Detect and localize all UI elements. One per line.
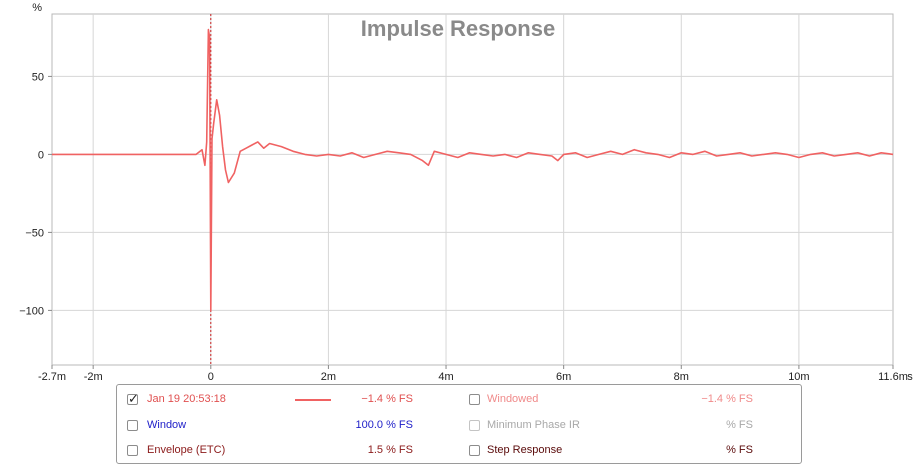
window-value: 100.0 % FS (355, 419, 413, 431)
y-tick-label: 0 (38, 149, 44, 161)
checkmark-icon: ✓ (128, 391, 139, 406)
window-label: Window (147, 419, 187, 431)
envelope-value: 1.5 % FS (367, 444, 413, 456)
minimum-phase-ir-value: % FS (726, 419, 753, 431)
impulse-response-line (52, 28, 894, 312)
plot-area (51, 13, 894, 366)
minimum-phase-ir-label: Minimum Phase IR (487, 419, 580, 431)
chart-title: Impulse Response (361, 16, 555, 41)
legend-row-envelope: Envelope (ETC) 1.5 % FS Step Response % … (117, 441, 801, 465)
trace-checkbox[interactable]: ✓ (127, 391, 139, 406)
legend-row-trace: ✓ Jan 19 20:53:18 −1.4 % FS Windowed −1.… (117, 390, 801, 414)
y-tick-label: −50 (25, 227, 44, 239)
step-response-checkbox[interactable] (469, 445, 480, 456)
x-axis-unit-label: s (907, 371, 913, 383)
windowed-checkbox[interactable] (469, 394, 480, 405)
x-tick-label: 11.6m (878, 371, 908, 383)
x-tick-label: -2m (84, 371, 103, 383)
x-tick-label: 10m (788, 371, 809, 383)
x-tick-label: 0 (208, 371, 214, 383)
y-tick-label: 50 (32, 71, 44, 83)
windowed-label: Windowed (487, 393, 539, 405)
x-tick-label: 6m (556, 371, 571, 383)
trace-value: −1.4 % FS (361, 393, 413, 405)
envelope-label: Envelope (ETC) (147, 444, 226, 456)
legend-panel: ✓ Jan 19 20:53:18 −1.4 % FS Windowed −1.… (116, 384, 802, 464)
trace-label: Jan 19 20:53:18 (147, 393, 226, 405)
step-response-label: Step Response (487, 444, 563, 456)
minimum-phase-ir-checkbox[interactable] (469, 420, 480, 431)
x-tick-label: 2m (321, 371, 336, 383)
trace-color-swatch (295, 399, 331, 401)
x-tick-label: 4m (438, 371, 453, 383)
windowed-value: −1.4 % FS (701, 393, 753, 405)
window-checkbox[interactable] (127, 420, 138, 431)
x-tick-label: -2.7m (38, 371, 66, 383)
legend-row-window: Window 100.0 % FS Minimum Phase IR % FS (117, 416, 801, 440)
y-tick-label: −100 (19, 305, 44, 317)
envelope-checkbox[interactable] (127, 445, 138, 456)
y-axis-unit-label: % (32, 2, 42, 14)
step-response-value: % FS (726, 444, 753, 456)
x-tick-label: 8m (674, 371, 689, 383)
